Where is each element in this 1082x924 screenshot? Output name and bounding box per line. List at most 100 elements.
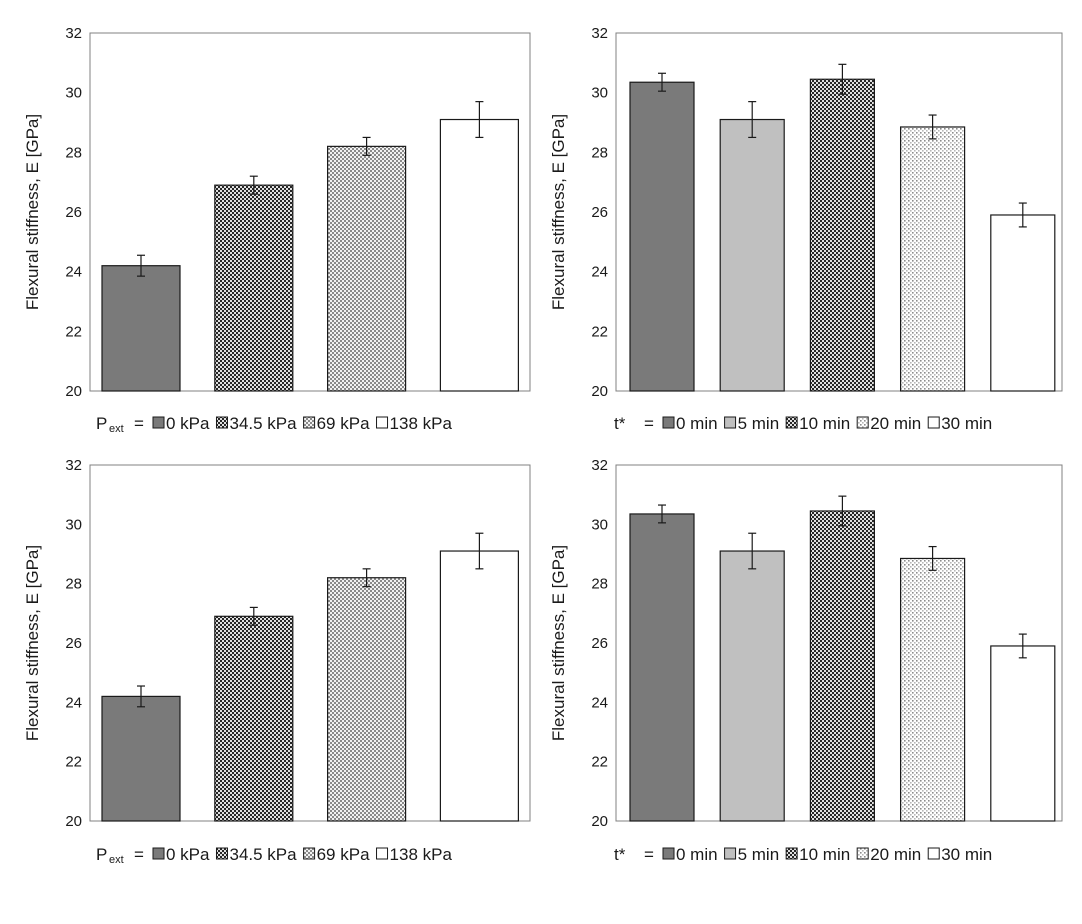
bar-3 [327, 145, 407, 392]
legend-label: 20 min [870, 414, 921, 433]
legend-swatch [376, 416, 389, 429]
legend-swatch [152, 416, 165, 429]
y-tick-label: 22 [65, 754, 82, 771]
legend-equals: = [134, 845, 144, 864]
y-tick-label: 26 [65, 635, 82, 652]
legend: t* = 0 min 5 min 10 min 20 min 30 min [614, 845, 992, 864]
error-bar-1 [137, 254, 145, 277]
error-bar-2 [249, 175, 258, 195]
legend-label: 5 min [738, 845, 780, 864]
legend-item-4: 138 kPa [376, 414, 452, 433]
y-tick-label: 22 [591, 754, 608, 771]
y-tick-label: 32 [591, 25, 608, 42]
legend-swatch [927, 416, 940, 429]
legend-swatch [927, 847, 940, 860]
y-tick-label: 28 [65, 144, 82, 161]
error-bar-2 [748, 101, 757, 139]
y-tick-label: 24 [65, 264, 82, 281]
legend-item-3: 69 kPa [303, 414, 370, 433]
bar-2 [214, 615, 294, 822]
legend-label: 0 kPa [166, 414, 210, 433]
legend-item-1: 0 min [662, 414, 718, 433]
legend-item-2: 34.5 kPa [215, 845, 297, 864]
legend-item-5: 30 min [927, 845, 992, 864]
legend-prefix-subscript: ext [109, 854, 124, 866]
y-tick-label: 24 [591, 264, 608, 281]
legend-item-4: 20 min [856, 845, 921, 864]
y-tick-label: 20 [591, 813, 608, 830]
legend-swatch [662, 416, 675, 429]
bar-4 [899, 557, 966, 822]
legend: t* = 0 min 5 min 10 min 20 min 30 min [614, 414, 992, 433]
legend-swatch [724, 847, 737, 860]
legend-label: 0 min [676, 414, 718, 433]
y-tick-label: 30 [65, 85, 82, 102]
legend-swatch [152, 847, 165, 860]
legend-prefix: P [96, 845, 107, 864]
chart-panel-bottom-right: 20 22 24 26 28 30 32 Flexural stiffness, E [GPa… [549, 457, 1063, 864]
y-axis-label: Flexural stiffness, E [GPa] [549, 114, 568, 310]
y-tick-label: 24 [591, 694, 608, 711]
legend-equals: = [134, 414, 144, 433]
error-bar-1 [137, 685, 145, 708]
legend-label: 138 kPa [390, 845, 453, 864]
error-bar-4 [475, 101, 484, 139]
legend-prefix-subscript: ext [109, 423, 124, 435]
y-tick-label: 30 [591, 516, 608, 533]
y-axis-label: Flexural stiffness, E [GPa] [23, 114, 42, 310]
legend-swatch [215, 847, 228, 860]
y-tick-label: 32 [591, 457, 608, 474]
legend-item-3: 69 kPa [303, 845, 370, 864]
chart-panel-top-right: 20 22 24 26 28 30 32 Flexural stiffness, E [GPa… [549, 25, 1063, 433]
legend-item-1: 0 min [662, 845, 718, 864]
legend-item-1: 0 kPa [152, 414, 210, 433]
error-bar-5 [1018, 202, 1027, 228]
legend-label: 30 min [941, 845, 992, 864]
legend-swatch [662, 847, 675, 860]
legend-item-2: 34.5 kPa [215, 414, 297, 433]
error-bar-3 [362, 136, 371, 156]
error-bar-3 [362, 568, 371, 588]
legend-swatch [856, 416, 869, 429]
bar-2 [719, 550, 785, 822]
legend-item-4: 138 kPa [376, 845, 453, 864]
legend-label: 34.5 kPa [229, 845, 297, 864]
error-bar-4 [928, 545, 937, 571]
bar-1 [629, 81, 695, 392]
bar-1 [629, 513, 695, 822]
legend-label: 0 min [676, 845, 718, 864]
legend-swatch [785, 847, 798, 860]
legend-item-5: 30 min [927, 414, 992, 433]
y-tick-label: 32 [65, 25, 82, 42]
y-tick-label: 30 [591, 85, 608, 102]
y-tick-label: 28 [591, 576, 608, 593]
legend-swatch [215, 416, 228, 429]
legend-label: 0 kPa [166, 845, 210, 864]
error-bar-1 [658, 504, 666, 524]
y-tick-label: 22 [65, 323, 82, 340]
y-tick-label: 20 [591, 383, 608, 400]
y-tick-label: 24 [65, 694, 82, 711]
error-bar-2 [249, 606, 258, 626]
legend-item-2: 5 min [724, 414, 779, 433]
legend-equals: = [644, 845, 654, 864]
legend-item-3: 10 min [785, 414, 850, 433]
legend-swatch [856, 847, 869, 860]
legend-item-1: 0 kPa [152, 845, 210, 864]
legend-swatch [376, 847, 389, 860]
error-bar-4 [928, 114, 937, 140]
legend-label: 10 min [799, 845, 850, 864]
y-tick-label: 22 [591, 323, 608, 340]
legend-prefix: t* [614, 845, 626, 864]
bar-2 [719, 118, 785, 392]
bar-4 [899, 126, 966, 392]
bar-4 [439, 550, 519, 822]
bar-5 [990, 645, 1056, 822]
error-bar-5 [1018, 633, 1027, 659]
error-bar-3 [838, 495, 847, 527]
bar-1 [101, 695, 181, 822]
legend-item-4: 20 min [856, 414, 921, 433]
